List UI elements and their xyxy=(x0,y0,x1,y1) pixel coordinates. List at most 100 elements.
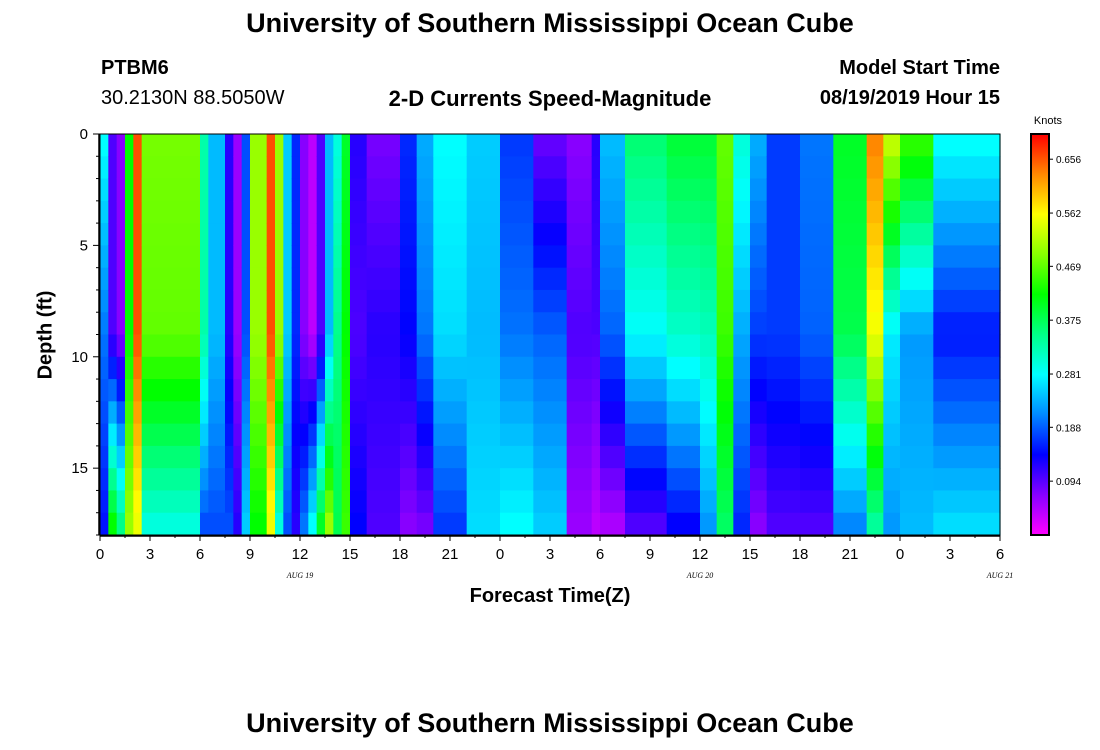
heatmap-cell xyxy=(766,156,801,180)
heatmap-cell xyxy=(341,134,351,157)
heatmap-cell xyxy=(766,468,801,492)
heatmap-cell xyxy=(116,245,126,269)
heatmap-cell xyxy=(116,401,126,425)
colorbar-scale xyxy=(1030,133,1050,536)
heatmap-cell xyxy=(108,289,118,313)
heatmap-cell xyxy=(733,223,751,246)
heatmap-cell xyxy=(933,312,1001,336)
heatmap-cell xyxy=(933,423,1001,447)
heatmap-cell xyxy=(200,468,209,492)
colorbar-tick-label: 0.094 xyxy=(1056,477,1081,488)
heatmap-cell xyxy=(341,512,351,536)
heatmap-cell xyxy=(666,200,701,224)
heatmap-cell xyxy=(866,423,884,447)
heatmap-cell xyxy=(200,356,209,380)
heatmap-cell xyxy=(141,490,201,514)
heatmap-cell xyxy=(333,245,343,269)
heatmap-cell xyxy=(933,490,1001,514)
heatmap-cell xyxy=(300,379,309,402)
heatmap-cell xyxy=(108,245,118,269)
heatmap-cell xyxy=(116,468,126,492)
x-tick-label: 21 xyxy=(842,546,859,563)
heatmap-cell xyxy=(466,312,501,336)
heatmap-cell xyxy=(225,379,234,402)
heatmap-cell xyxy=(200,156,209,180)
heatmap-cell xyxy=(125,200,134,224)
heatmap-cell xyxy=(933,401,1001,425)
heatmap-cell xyxy=(116,267,126,291)
heatmap-cell xyxy=(733,334,751,358)
heatmap-cell xyxy=(350,267,368,291)
heatmap-cell xyxy=(283,267,293,291)
heatmap-cell xyxy=(700,490,718,514)
heatmap-cell xyxy=(883,356,901,380)
heatmap-cell xyxy=(766,200,801,224)
heatmap-cell xyxy=(225,468,234,492)
heatmap-cell xyxy=(316,490,326,514)
heatmap-cell xyxy=(133,512,143,536)
heatmap-cell xyxy=(766,423,801,447)
heatmap-cell xyxy=(341,267,351,291)
heatmap-cell xyxy=(241,334,251,358)
heatmap-cell xyxy=(416,178,434,202)
heatmap-cell xyxy=(366,334,401,358)
heatmap-cell xyxy=(866,490,884,514)
heatmap-cell xyxy=(400,156,418,180)
heatmap-cell xyxy=(766,512,801,536)
heatmap-cells xyxy=(100,134,1001,536)
heatmap-cell xyxy=(733,312,751,336)
heatmap-cell xyxy=(400,178,418,202)
heatmap-cell xyxy=(766,356,801,380)
heatmap-cell xyxy=(766,245,801,269)
heatmap-cell xyxy=(700,468,718,492)
heatmap-cell xyxy=(141,401,201,425)
x-tick-label: 3 xyxy=(546,546,554,563)
heatmap-cell xyxy=(933,178,1001,202)
heatmap-cell xyxy=(250,267,268,291)
heatmap-cell xyxy=(866,200,884,224)
heatmap-cell xyxy=(208,267,226,291)
heatmap-cell xyxy=(133,134,143,157)
heatmap-cell xyxy=(716,334,734,358)
heatmap-cell xyxy=(566,245,593,269)
heatmap-cell xyxy=(283,468,293,492)
heatmap-cell xyxy=(500,356,534,380)
heatmap-cell xyxy=(266,445,276,469)
heatmap-cell xyxy=(108,356,118,380)
heatmap-cell xyxy=(466,223,501,246)
heatmap-cell xyxy=(866,178,884,202)
heatmap-cell xyxy=(533,312,568,336)
heatmap-cell xyxy=(625,468,668,492)
heatmap-cell xyxy=(716,379,734,402)
heatmap-cell xyxy=(900,267,934,291)
heatmap-cell xyxy=(208,312,226,336)
heatmap-cell xyxy=(133,445,143,469)
heatmap-cell xyxy=(666,512,701,536)
heatmap-cell xyxy=(833,401,868,425)
heatmap-cell xyxy=(750,423,768,447)
heatmap-cell xyxy=(116,356,126,380)
heatmap-cell xyxy=(800,156,834,180)
heatmap-cell xyxy=(316,200,326,224)
heatmap-cell xyxy=(200,245,209,269)
heatmap-cell xyxy=(833,379,868,402)
station-id: PTBM6 xyxy=(101,57,169,79)
heatmap-cell xyxy=(325,200,334,224)
heatmap-cell xyxy=(275,445,284,469)
heatmap-cell xyxy=(900,468,934,492)
heatmap-cell xyxy=(241,490,251,514)
heatmap-cell xyxy=(700,134,718,157)
heatmap-cell xyxy=(100,356,109,380)
heatmap-cell xyxy=(866,312,884,336)
heatmap-cell xyxy=(591,312,601,336)
heatmap-cell xyxy=(883,134,901,157)
heatmap-cell xyxy=(341,245,351,269)
heatmap-cell xyxy=(716,356,734,380)
heatmap-cell xyxy=(333,312,343,336)
heatmap-cell xyxy=(300,423,309,447)
heatmap-cell xyxy=(591,156,601,180)
heatmap-cell xyxy=(566,445,593,469)
heatmap-cell xyxy=(866,289,884,313)
heatmap-cell xyxy=(400,356,418,380)
heatmap-cell xyxy=(325,267,334,291)
